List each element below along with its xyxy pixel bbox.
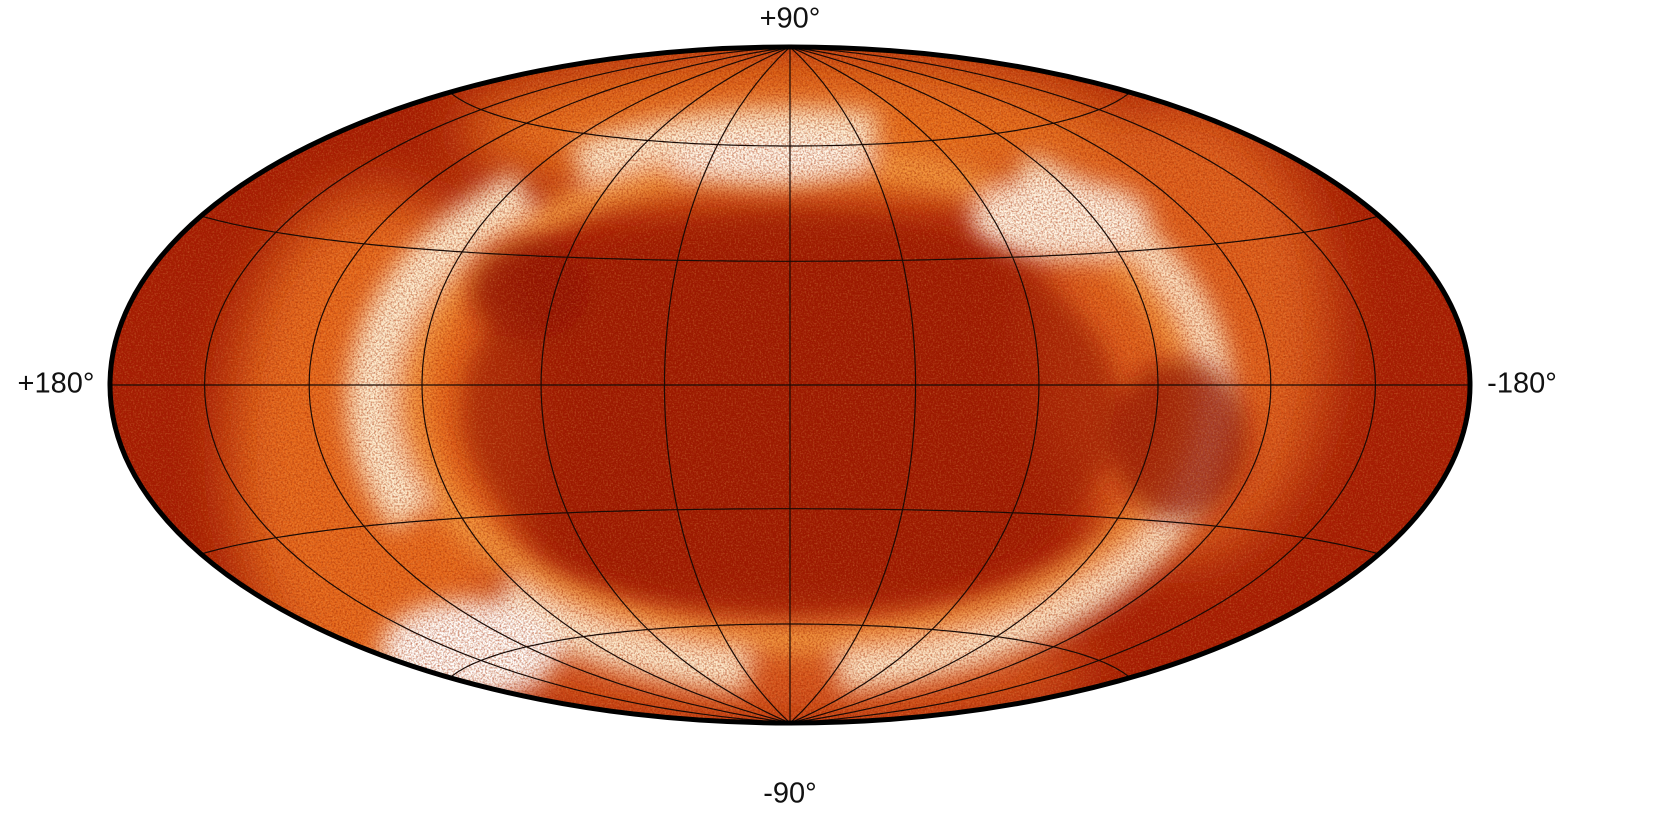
label-left: +180°	[18, 368, 95, 400]
page: +90° -90° +180° -180° (() => { const dat…	[0, 0, 1677, 818]
sky-map: +90° -90° +180° -180°	[0, 0, 1677, 818]
sky-image	[100, 40, 1480, 730]
label-right: -180°	[1487, 368, 1557, 400]
label-bottom: -90°	[763, 778, 817, 810]
label-top: +90°	[760, 3, 821, 35]
